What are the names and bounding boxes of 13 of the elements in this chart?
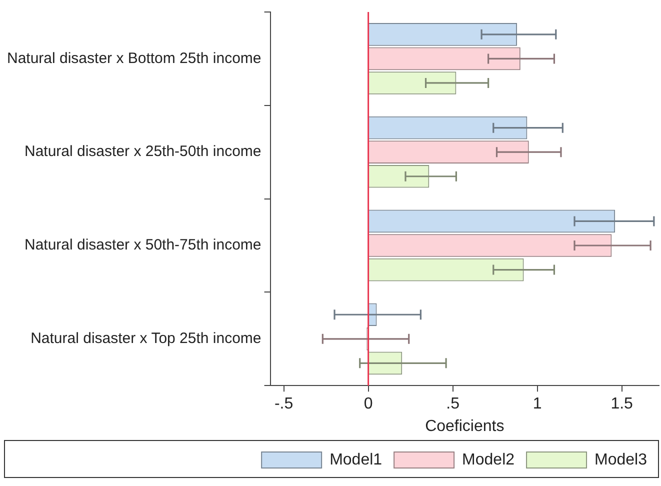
y-tick-label: Natural disaster x 25th-50th income <box>24 143 262 160</box>
x-tick-label: 1.5 <box>610 396 634 413</box>
legend-label: Model3 <box>594 451 648 468</box>
x-tick-label: 0 <box>364 396 373 413</box>
legend-label: Model1 <box>330 451 382 468</box>
y-tick-label: Natural disaster x Bottom 25th income <box>6 50 262 67</box>
y-tick-label: Natural disaster x Top 25th income <box>30 330 262 348</box>
x-tick-label: .5 <box>446 396 460 413</box>
x-tick-label: 1 <box>532 396 542 413</box>
x-tick-label: -.5 <box>274 396 294 413</box>
legend-label: Model2 <box>462 451 515 468</box>
x-axis-title: Coeficients <box>425 418 504 435</box>
y-tick-label: Natural disaster x 50th-75th income <box>24 236 262 254</box>
